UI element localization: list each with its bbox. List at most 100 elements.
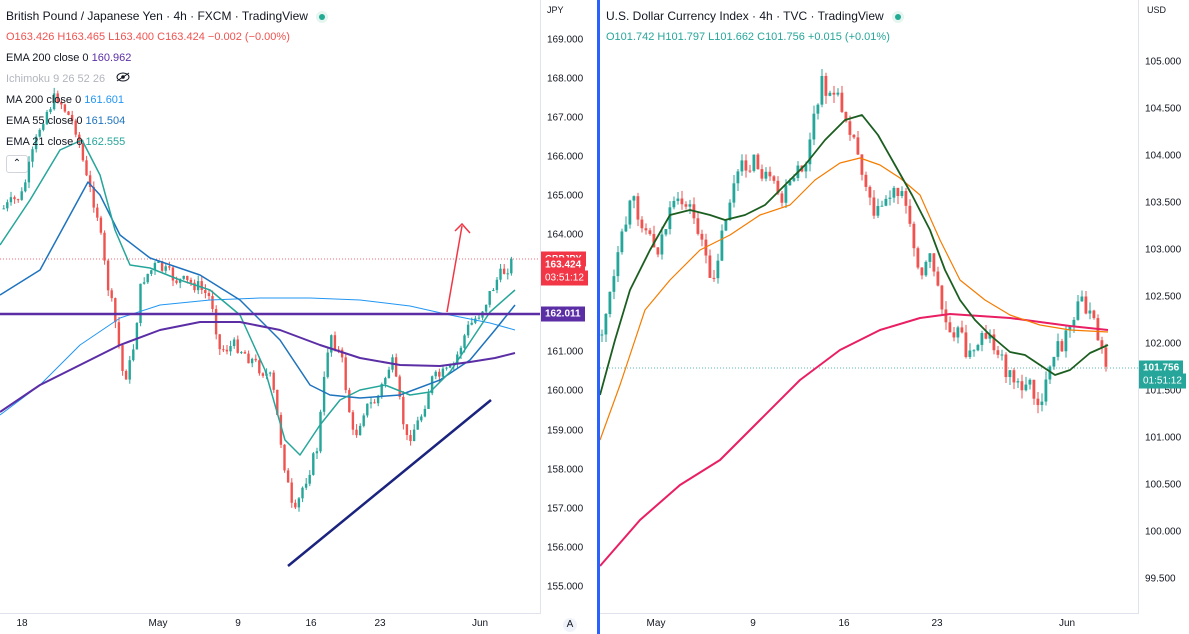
- candle-body: [430, 376, 434, 394]
- candle-body: [1008, 370, 1012, 378]
- candle-body: [876, 205, 880, 216]
- candle-body: [708, 255, 712, 278]
- eye-off-icon[interactable]: [116, 69, 130, 90]
- candle-body: [67, 111, 70, 115]
- indicator-ma200[interactable]: MA 200 close 0 161.601: [6, 94, 125, 106]
- candle-body: [168, 266, 171, 268]
- candle-body: [732, 183, 736, 203]
- right-y-tick: 101.500: [1145, 385, 1182, 397]
- candle-body: [16, 199, 20, 201]
- chevron-up-icon[interactable]: ⌃: [6, 155, 28, 173]
- left-x-tick: 9: [235, 618, 241, 629]
- candle-body: [286, 470, 290, 483]
- candle-body: [247, 353, 250, 364]
- candle-body: [760, 169, 764, 179]
- pane-divider[interactable]: [597, 0, 600, 634]
- candle-body: [1028, 379, 1032, 385]
- gbpjpy-last-price: 163.424: [541, 257, 586, 273]
- right-y-tick: 100.000: [1145, 526, 1182, 538]
- candle-body: [600, 334, 604, 336]
- right-y-tick: 104.500: [1145, 103, 1182, 115]
- dxy-plot-area[interactable]: [600, 0, 1138, 614]
- candle-body: [186, 275, 189, 280]
- right-x-tick: 9: [750, 618, 756, 629]
- candle-body: [1052, 356, 1056, 367]
- candle-body: [459, 347, 463, 355]
- right-chart-pane[interactable]: U.S. Dollar Currency Index · 4h · TVC · …: [600, 0, 1189, 634]
- candle-body: [103, 232, 106, 261]
- candle-body: [276, 389, 279, 415]
- candle-body: [932, 253, 936, 272]
- left-close: C163.424: [157, 31, 205, 43]
- candle-body: [912, 223, 916, 249]
- candle-body: [81, 142, 85, 161]
- candle-body: [924, 261, 928, 276]
- right-y-tick: 99.500: [1145, 573, 1176, 585]
- candle-body: [470, 322, 473, 325]
- candle-body: [110, 290, 113, 299]
- candle-body: [56, 93, 59, 103]
- indicator-ichimoku[interactable]: Ichimoku 9 26 52 26: [6, 69, 328, 90]
- candle-body: [499, 268, 502, 280]
- candle-body: [980, 333, 984, 345]
- candle-body: [420, 416, 423, 421]
- candle-body: [664, 229, 668, 235]
- indicator-ema200[interactable]: EMA 200 close 0 160.962: [6, 52, 132, 64]
- left-y-tick: 159.000: [547, 425, 584, 436]
- gbpjpy-plot-area[interactable]: [0, 0, 540, 614]
- left-chart-pane[interactable]: British Pound / Japanese Yen · 4h · FXCM…: [0, 0, 597, 634]
- candle-body: [1044, 379, 1048, 402]
- candle-body: [668, 207, 672, 230]
- right-y-tick: 103.500: [1145, 197, 1182, 209]
- candle-body: [175, 280, 178, 283]
- left-x-tick: 16: [305, 618, 317, 629]
- right-price-axis[interactable]: USD 105.000 104.500 104.000 103.500 103.000 1…: [1138, 0, 1189, 614]
- candle-body: [820, 75, 824, 105]
- candle-body: [888, 197, 892, 199]
- candle-body: [964, 332, 968, 357]
- candle-body: [355, 429, 358, 436]
- candle-body: [376, 395, 380, 404]
- ma200-line: [0, 297, 516, 416]
- left-time-axis[interactable]: 18 May 9 16 23 Jun: [0, 613, 540, 634]
- candle-body: [510, 258, 513, 274]
- right-currency-label: USD: [1147, 5, 1167, 15]
- candle-body: [700, 233, 704, 240]
- ema200-line: [0, 321, 516, 413]
- right-y-tick: 102.000: [1145, 338, 1182, 350]
- candle-body: [812, 113, 816, 140]
- right-symbol-title[interactable]: U.S. Dollar Currency Index · 4h · TVC · …: [606, 9, 884, 23]
- right-time-axis[interactable]: May 9 16 23 Jun: [600, 613, 1138, 634]
- candle-body: [78, 134, 81, 143]
- left-title-row: British Pound / Japanese Yen · 4h · FXCM…: [6, 6, 328, 27]
- candle-body: [218, 334, 221, 350]
- left-x-tick: 23: [374, 618, 386, 629]
- left-price-axis[interactable]: JPY 169.000 168.000 167.000 166.000 165.000 1…: [540, 0, 598, 614]
- candle-body: [1032, 379, 1036, 399]
- candle-body: [764, 171, 768, 179]
- candle-body: [344, 357, 347, 391]
- candle-body: [85, 160, 88, 176]
- auto-scale-button[interactable]: A: [563, 618, 577, 632]
- left-symbol-title[interactable]: British Pound / Japanese Yen · 4h · FXCM…: [6, 9, 308, 23]
- candle-body: [900, 191, 904, 197]
- candle-body: [944, 309, 948, 323]
- ma200-line: [600, 313, 1109, 567]
- candle-body: [808, 139, 812, 165]
- right-x-tick: 16: [838, 618, 850, 629]
- indicator-ema55[interactable]: EMA 55 close 0 161.504: [6, 115, 126, 127]
- indicator-ema21[interactable]: EMA 21 close 0 162.555: [6, 136, 126, 148]
- candle-body: [423, 408, 427, 417]
- candle-body: [348, 390, 351, 413]
- left-y-tick: 169.000: [547, 34, 584, 46]
- candle-body: [652, 233, 656, 248]
- arrow-head-icon: [454, 222, 471, 234]
- candle-body: [117, 322, 121, 346]
- candle-body: [416, 420, 419, 430]
- candle-body: [780, 193, 784, 203]
- candle-body: [940, 285, 944, 310]
- candle-body: [243, 352, 247, 354]
- candle-body: [322, 376, 326, 412]
- candle-body: [373, 402, 376, 404]
- candle-body: [236, 339, 239, 353]
